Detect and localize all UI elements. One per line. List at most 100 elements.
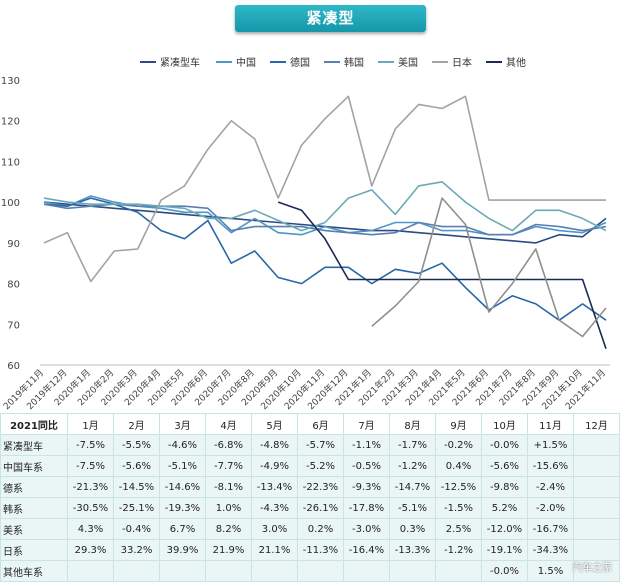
table-cell: -0.0% bbox=[481, 560, 528, 582]
legend-label: 日本 bbox=[452, 56, 472, 69]
table-cell: -5.2% bbox=[297, 455, 344, 477]
table-cell bbox=[573, 434, 620, 456]
table-cell: -5.5% bbox=[113, 434, 160, 456]
table-cell: 2.5% bbox=[435, 518, 482, 540]
table-cell: -15.6% bbox=[527, 455, 574, 477]
table-cell: 39.9% bbox=[159, 539, 206, 561]
table-cell: -1.5% bbox=[435, 497, 482, 519]
series-line-其他系 bbox=[371, 197, 607, 338]
legend-label: 美国 bbox=[398, 56, 418, 69]
table-cell: -5.6% bbox=[113, 455, 160, 477]
table-cell: -8.1% bbox=[205, 476, 252, 498]
row-label: 韩系 bbox=[0, 497, 68, 519]
table-cell: -19.3% bbox=[159, 497, 206, 519]
table-cell bbox=[251, 560, 298, 582]
table-header-cell: 5月 bbox=[251, 413, 298, 435]
legend-label: 其他 bbox=[506, 56, 526, 69]
table-header-cell: 7月 bbox=[343, 413, 390, 435]
row-label: 中国车系 bbox=[0, 455, 68, 477]
table-cell: -25.1% bbox=[113, 497, 160, 519]
table-cell bbox=[573, 455, 620, 477]
table-cell: 0.2% bbox=[297, 518, 344, 540]
y-tick-label: 120 bbox=[1, 117, 20, 128]
row-label: 德系 bbox=[0, 476, 68, 498]
table-cell: -0.4% bbox=[113, 518, 160, 540]
y-tick-label: 100 bbox=[1, 198, 20, 209]
table-header-cell: 2月 bbox=[113, 413, 160, 435]
table-header-cell: 1月 bbox=[67, 413, 114, 435]
table-cell: -1.2% bbox=[435, 539, 482, 561]
table-cell: -4.6% bbox=[159, 434, 206, 456]
table-cell: -16.7% bbox=[527, 518, 574, 540]
table-header-row: 2021同比 1月 2月 3月 4月 5月 6月 7月 8月 9月 10月 11月 12月 bbox=[0, 413, 620, 435]
y-tick-label: 130 bbox=[1, 76, 20, 87]
table-cell: 3.0% bbox=[251, 518, 298, 540]
table-cell: 6.7% bbox=[159, 518, 206, 540]
table-cell bbox=[573, 497, 620, 519]
yoy-table: 2021同比 1月 2月 3月 4月 5月 6月 7月 8月 9月 10月 11月 12月 紧凑型车 -7… bbox=[0, 413, 620, 582]
series-line-德国 bbox=[43, 197, 607, 321]
table-row: 紧凑型车 -7.5% -5.5% -4.6% -6.8% -4.8% -5.7% -1.1% -… bbox=[0, 434, 620, 456]
legend-label: 韩国 bbox=[344, 56, 364, 69]
legend-label: 德国 bbox=[290, 56, 310, 69]
table-header-cell: 9月 bbox=[435, 413, 482, 435]
legend-label: 紧凑型车 bbox=[160, 56, 200, 69]
table-header-cell: 6月 bbox=[297, 413, 344, 435]
table-cell: -5.1% bbox=[159, 455, 206, 477]
y-tick-label: 70 bbox=[7, 320, 20, 331]
series-line-日本 bbox=[43, 95, 606, 283]
table-row: 中国车系 -7.5% -5.6% -5.1% -7.7% -4.9% -5.2% -0.5% -… bbox=[0, 455, 620, 477]
table-row: 日系 29.3% 33.2% 39.9% 21.9% 21.1% -11.3% -16.4% -… bbox=[0, 539, 620, 561]
table-cell: -7.5% bbox=[67, 455, 114, 477]
table-header-cell: 10月 bbox=[481, 413, 528, 435]
table-cell: -1.7% bbox=[389, 434, 436, 456]
table-cell: -14.6% bbox=[159, 476, 206, 498]
table-cell: -13.4% bbox=[251, 476, 298, 498]
row-label: 日系 bbox=[0, 539, 68, 561]
row-label: 紧凑型车 bbox=[0, 434, 68, 456]
table-cell: -4.3% bbox=[251, 497, 298, 519]
y-tick-label: 80 bbox=[7, 280, 20, 291]
y-tick-label: 90 bbox=[7, 239, 20, 250]
table-cell: 1.5% bbox=[527, 560, 574, 582]
table-cell: -34.3% bbox=[527, 539, 574, 561]
table-cell: -6.8% bbox=[205, 434, 252, 456]
table-cell: 21.1% bbox=[251, 539, 298, 561]
table-cell: -0.5% bbox=[343, 455, 390, 477]
table-cell bbox=[343, 560, 390, 582]
table-cell: -7.5% bbox=[67, 434, 114, 456]
table-cell bbox=[573, 539, 620, 561]
table-cell: -17.8% bbox=[343, 497, 390, 519]
table-header-cell: 12月 bbox=[573, 413, 620, 435]
table-row: 德系 -21.3% -14.5% -14.6% -8.1% -13.4% -22.3% -9.… bbox=[0, 476, 620, 498]
table-cell: -12.0% bbox=[481, 518, 528, 540]
table-cell: -4.9% bbox=[251, 455, 298, 477]
table-cell: -5.7% bbox=[297, 434, 344, 456]
table-cell: -21.3% bbox=[67, 476, 114, 498]
table-cell: -12.5% bbox=[435, 476, 482, 498]
legend-label: 中国 bbox=[236, 56, 256, 69]
table-cell: -0.2% bbox=[435, 434, 482, 456]
table-cell: 5.2% bbox=[481, 497, 528, 519]
table-cell: -22.3% bbox=[297, 476, 344, 498]
table-cell bbox=[159, 560, 206, 582]
chart-title: 紧凑型 bbox=[235, 5, 426, 32]
table-cell: -3.0% bbox=[343, 518, 390, 540]
table-cell: -9.3% bbox=[343, 476, 390, 498]
table-cell: -30.5% bbox=[67, 497, 114, 519]
table-cell: -2.0% bbox=[527, 497, 574, 519]
table-cell: -14.7% bbox=[389, 476, 436, 498]
table-cell bbox=[389, 560, 436, 582]
table-header-cell: 4月 bbox=[205, 413, 252, 435]
table-cell: 8.2% bbox=[205, 518, 252, 540]
table-cell: 1.0% bbox=[205, 497, 252, 519]
table-cell: -9.8% bbox=[481, 476, 528, 498]
line-chart: 607080901001101201302019年11月2019年12月2020… bbox=[1, 56, 610, 412]
table-header-cell: 3月 bbox=[159, 413, 206, 435]
table-header-cell: 8月 bbox=[389, 413, 436, 435]
table-header-cell: 2021同比 bbox=[0, 413, 68, 435]
table-row: 美系 4.3% -0.4% 6.7% 8.2% 3.0% 0.2% -3.0% 0.3% 2.5%… bbox=[0, 518, 620, 540]
table-cell bbox=[113, 560, 160, 582]
table-cell: 29.3% bbox=[67, 539, 114, 561]
table-cell: 33.2% bbox=[113, 539, 160, 561]
